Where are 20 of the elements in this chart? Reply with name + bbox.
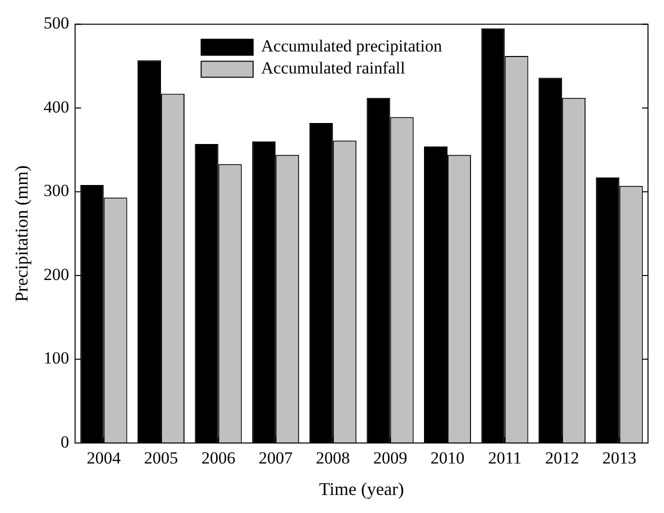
y-axis-title: Precipitation (mm)	[12, 165, 32, 302]
x-tick-label: 2004	[86, 448, 122, 468]
legend-label: Accumulated precipitation	[261, 36, 442, 56]
x-tick-label: 2005	[144, 448, 178, 468]
y-tick-label: 0	[60, 432, 70, 452]
y-tick-label: 400	[44, 97, 70, 116]
x-axis-title: Time (year)	[319, 478, 404, 499]
x-tick-label: 2011	[488, 448, 522, 468]
y-tick-label: 300	[44, 181, 70, 200]
y-tick-label: 500	[44, 14, 70, 33]
x-tick-label: 2006	[201, 448, 236, 468]
legend-label: Accumulated rainfall	[261, 58, 406, 78]
x-tick-label: 2012	[545, 448, 580, 468]
y-tick-label: 200	[44, 264, 70, 284]
x-tick-label: 2013	[602, 448, 636, 468]
y-tick-label: 100	[44, 348, 70, 368]
x-tick-label: 2007	[258, 448, 294, 468]
x-tick-label: 2008	[316, 448, 350, 468]
x-tick-label: 2009	[373, 448, 408, 468]
x-tick-label: 2010	[430, 448, 464, 468]
